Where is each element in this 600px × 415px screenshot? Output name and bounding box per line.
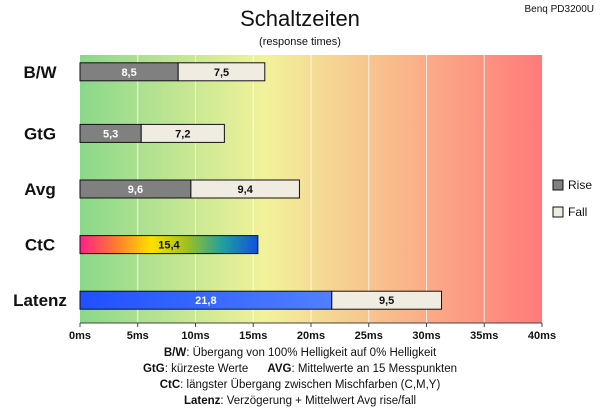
bar-fall-label: 9,5 bbox=[379, 295, 394, 307]
chart-subtitle: (response times) bbox=[259, 36, 341, 48]
category-label: Latenz bbox=[13, 291, 67, 310]
legend-rise-label: Rise bbox=[568, 178, 592, 192]
x-tick-label: 30ms bbox=[412, 330, 440, 342]
legend-fall-label: Fall bbox=[568, 205, 587, 219]
bar-fall-label: 7,2 bbox=[175, 128, 190, 140]
bar-fall bbox=[140, 123, 225, 143]
bar-fall-label: 9,4 bbox=[238, 184, 254, 196]
bar-rise-label: 15,4 bbox=[158, 240, 180, 252]
chart-plot: 8,5 7,5 5,3 7,2 9,6 9,4 15,4 21,8 9,5 B/W GtG Avg C… bbox=[13, 55, 592, 342]
x-tick-label: 15ms bbox=[239, 330, 267, 342]
footer-notes: B/W: Übergang von 100% Helligkeit auf 0%… bbox=[0, 345, 600, 409]
legend-fall-swatch bbox=[552, 206, 564, 218]
footer-line-latenz: Latenz: Verzögerung + Mittelwert Avg ris… bbox=[183, 395, 417, 407]
bar-rise bbox=[79, 235, 259, 255]
x-tick-label: 20ms bbox=[297, 330, 325, 342]
x-tick-label: 25ms bbox=[355, 330, 383, 342]
footer-line-ctc: CtC: längster Übergang zwischen Mischfar… bbox=[159, 379, 441, 391]
bar-rise-label: 5,3 bbox=[103, 128, 118, 140]
chart-title: Schaltzeiten bbox=[240, 6, 360, 31]
monitor-model: Benq PD3200U bbox=[524, 4, 595, 15]
category-label: CtC bbox=[25, 236, 55, 255]
bar-fall bbox=[177, 62, 266, 82]
footer-line-bw: B/W: Übergang von 100% Helligkeit auf 0%… bbox=[163, 347, 437, 359]
bar-rise-label: 8,5 bbox=[121, 67, 136, 79]
x-tick-label: 5ms bbox=[127, 330, 149, 342]
x-tick-label: 10ms bbox=[181, 330, 209, 342]
category-label: Avg bbox=[24, 180, 56, 199]
category-label: GtG bbox=[24, 124, 56, 143]
x-tick-label: 35ms bbox=[470, 330, 498, 342]
bar-fall-label: 7,5 bbox=[214, 67, 229, 79]
category-label: B/W bbox=[23, 63, 57, 82]
legend-rise-swatch bbox=[552, 179, 564, 191]
x-tick-label: 40ms bbox=[528, 330, 556, 342]
bar-rise-label: 9,6 bbox=[128, 184, 143, 196]
bar-rise-label: 21,8 bbox=[195, 295, 216, 307]
bar-fall bbox=[331, 290, 443, 310]
footer-line-gtg-avg: GtG: kürzeste Werte AVG: Mittelwerte an … bbox=[142, 363, 458, 375]
bar-fall bbox=[190, 179, 300, 199]
x-tick-label: 0ms bbox=[69, 330, 91, 342]
